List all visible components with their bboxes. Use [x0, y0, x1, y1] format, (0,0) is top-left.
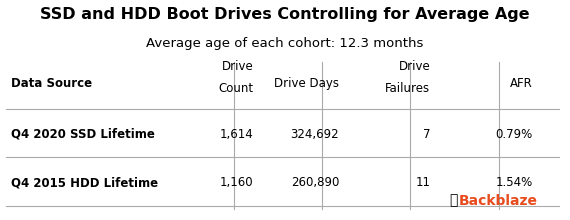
Text: 7: 7	[423, 128, 430, 141]
Text: Q4 2020 SSD Lifetime: Q4 2020 SSD Lifetime	[11, 128, 155, 141]
Text: Data Source: Data Source	[11, 77, 92, 90]
Text: 260,890: 260,890	[291, 176, 339, 189]
Text: Count: Count	[218, 82, 254, 95]
Text: 11: 11	[416, 176, 430, 189]
Text: 1,160: 1,160	[220, 176, 254, 189]
Text: 324,692: 324,692	[291, 128, 339, 141]
Text: AFR: AFR	[510, 77, 533, 90]
Text: 🔥: 🔥	[449, 193, 457, 207]
Text: Q4 2015 HDD Lifetime: Q4 2015 HDD Lifetime	[11, 176, 158, 189]
Text: 1,614: 1,614	[220, 128, 254, 141]
Text: Failures: Failures	[385, 82, 430, 95]
Text: Drive: Drive	[222, 60, 254, 73]
Text: 1.54%: 1.54%	[496, 176, 533, 189]
Text: Backblaze: Backblaze	[459, 194, 538, 208]
Text: Drive: Drive	[398, 60, 430, 73]
Text: Average age of each cohort: 12.3 months: Average age of each cohort: 12.3 months	[146, 37, 424, 50]
Text: Drive Days: Drive Days	[274, 77, 339, 90]
Text: SSD and HDD Boot Drives Controlling for Average Age: SSD and HDD Boot Drives Controlling for …	[40, 7, 530, 22]
Text: 0.79%: 0.79%	[496, 128, 533, 141]
